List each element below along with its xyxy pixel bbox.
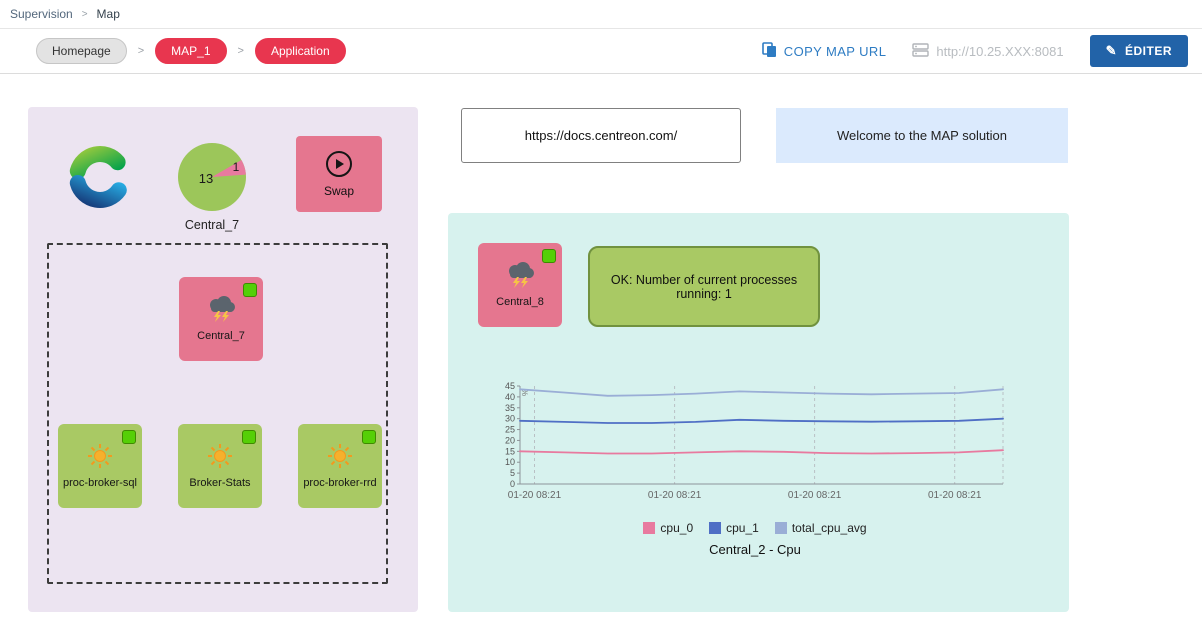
- gauge-main-value: 13: [199, 171, 213, 186]
- docs-url-widget[interactable]: https://docs.centreon.com/: [461, 108, 741, 163]
- cpu-chart-widget[interactable]: 0 5 10 15 20 25 30 35 40 45 01-20 08:21 01-20 08:21…: [490, 379, 1020, 557]
- storm-cloud-icon: [205, 295, 237, 327]
- svg-text:40: 40: [505, 392, 515, 402]
- gauge-slice-value: 1: [233, 160, 240, 174]
- legend-label: cpu_0: [660, 521, 694, 535]
- sun-icon: [327, 443, 353, 474]
- legend-item-total_cpu_avg[interactable]: total_cpu_avg: [774, 521, 867, 535]
- chevron-right-icon: >: [137, 45, 145, 57]
- map-server-url: http://10.25.XXX:8081: [912, 42, 1064, 60]
- breadcrumb-supervision[interactable]: Supervision: [10, 7, 73, 21]
- gauge-label: Central_7: [184, 218, 240, 232]
- status-ok-square: [542, 249, 556, 263]
- copy-map-url-button[interactable]: COPY MAP URL: [761, 41, 887, 61]
- node-proc-broker-sql[interactable]: proc-broker-sql: [58, 424, 142, 508]
- chevron-right-icon: >: [81, 8, 88, 20]
- toolbar-actions: COPY MAP URL http://10.25.XXX:8081 ✎ ÉDI…: [761, 35, 1188, 67]
- status-ok-square: [243, 283, 257, 297]
- svg-text:45: 45: [505, 381, 515, 391]
- node-label: proc-broker-sql: [63, 476, 137, 489]
- legend-item-cpu_0[interactable]: cpu_0: [643, 521, 693, 535]
- node-label: Central_7: [197, 330, 245, 343]
- chart-title: Central_2 - Cpu: [709, 542, 801, 557]
- svg-text:15: 15: [505, 446, 515, 456]
- node-central-7[interactable]: Central_7: [179, 277, 263, 361]
- server-icon: [912, 42, 930, 60]
- node-broker-stats[interactable]: Broker-Stats: [178, 424, 262, 508]
- swap-label: Swap: [323, 183, 355, 198]
- welcome-text-widget: Welcome to the MAP solution: [776, 108, 1068, 163]
- pie-chart: 13 1: [178, 143, 246, 211]
- svg-text:30: 30: [505, 414, 515, 424]
- node-proc-broker-rrd[interactable]: proc-broker-rrd: [298, 424, 382, 508]
- legend-label: total_cpu_avg: [791, 521, 867, 535]
- edit-button[interactable]: ✎ ÉDITER: [1089, 35, 1188, 67]
- legend-label: cpu_1: [726, 521, 759, 535]
- svg-text:20: 20: [505, 435, 515, 445]
- sun-icon: [87, 443, 113, 474]
- map-url-text: http://10.25.XXX:8081: [936, 43, 1064, 59]
- chart-legend: cpu_0 cpu_1 total_cpu_avg: [643, 521, 867, 535]
- gauge-central-7[interactable]: 13 1 Central_7: [164, 141, 260, 232]
- legend-swatch: [774, 522, 787, 534]
- swap-widget[interactable]: Swap: [296, 136, 382, 212]
- chip-homepage[interactable]: Homepage: [36, 38, 127, 64]
- svg-text:25: 25: [505, 425, 515, 435]
- legend-swatch: [643, 522, 656, 534]
- legend-swatch: [709, 522, 722, 534]
- chip-application[interactable]: Application: [254, 38, 346, 64]
- chip-map-1[interactable]: MAP_1: [155, 38, 227, 64]
- sun-icon: [207, 443, 233, 474]
- legend-item-cpu_1[interactable]: cpu_1: [709, 521, 759, 535]
- status-ok-square: [242, 430, 256, 444]
- map-toolbar: Homepage > MAP_1 > Application COPY MAP …: [0, 28, 1202, 74]
- copy-icon: [761, 41, 777, 61]
- play-icon: [326, 150, 352, 177]
- breadcrumb: Supervision > Map: [0, 0, 1202, 28]
- node-central-8[interactable]: Central_8: [478, 243, 562, 327]
- map-canvas: 13 1 Central_7 Swap: [0, 74, 1202, 625]
- svg-text:0: 0: [510, 479, 515, 489]
- status-ok-square: [122, 430, 136, 444]
- breadcrumb-map[interactable]: Map: [96, 7, 120, 21]
- centreon-logo: [62, 143, 138, 216]
- svg-text:01-20 08:21: 01-20 08:21: [928, 490, 982, 501]
- status-ok-square: [362, 430, 376, 444]
- svg-text:10: 10: [505, 457, 515, 467]
- status-message-widget[interactable]: OK: Number of current processes running:…: [588, 246, 820, 327]
- storm-cloud-icon: [504, 261, 536, 293]
- map-breadcrumb-chips: Homepage > MAP_1 > Application: [36, 38, 346, 64]
- left-group-panel: 13 1 Central_7 Swap: [28, 107, 418, 612]
- chevron-right-icon: >: [237, 45, 244, 57]
- dashed-group-container: [47, 243, 388, 584]
- svg-text:%: %: [521, 389, 530, 396]
- svg-text:5: 5: [510, 468, 515, 478]
- edit-button-label: ÉDITER: [1124, 44, 1172, 58]
- node-label: Broker-Stats: [189, 476, 251, 489]
- pencil-icon: ✎: [1105, 43, 1117, 58]
- node-label: Central_8: [496, 296, 544, 309]
- svg-text:35: 35: [505, 403, 515, 413]
- svg-text:01-20 08:21: 01-20 08:21: [648, 490, 702, 501]
- svg-text:01-20 08:21: 01-20 08:21: [788, 490, 842, 501]
- node-label: proc-broker-rrd: [303, 476, 377, 489]
- right-group-panel: Central_8 OK: Number of current processe…: [448, 213, 1069, 612]
- copy-map-url-label: COPY MAP URL: [783, 43, 887, 59]
- svg-text:01-20 08:21: 01-20 08:21: [508, 490, 562, 501]
